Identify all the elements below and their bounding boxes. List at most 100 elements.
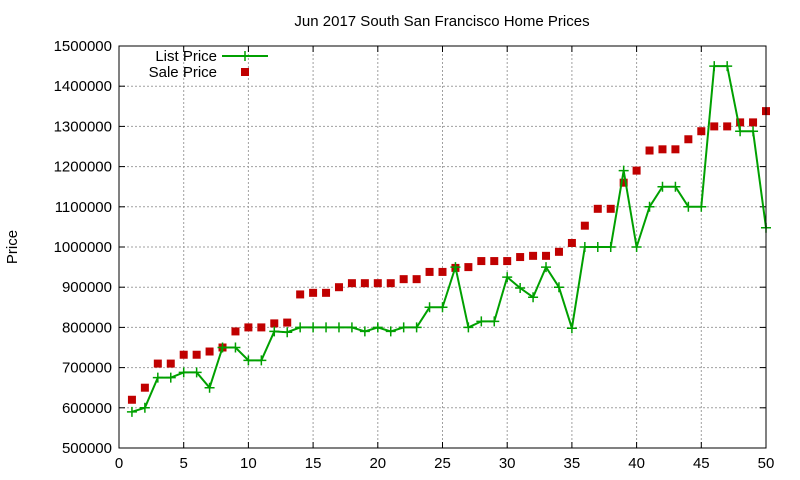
list-price-point bbox=[515, 283, 526, 294]
list-price-point bbox=[126, 406, 137, 417]
x-tick-label: 45 bbox=[693, 455, 710, 472]
y-tick-label: 1400000 bbox=[54, 78, 112, 95]
sale-price-point bbox=[309, 288, 318, 297]
list-price-point bbox=[165, 372, 176, 383]
sale-price-point bbox=[516, 253, 525, 262]
sale-price-point bbox=[179, 350, 188, 359]
list-price-point bbox=[553, 282, 564, 293]
list-price-point bbox=[541, 262, 552, 273]
x-tick-label: 0 bbox=[115, 455, 123, 472]
list-price-point bbox=[256, 355, 267, 366]
list-price-point bbox=[748, 126, 759, 137]
list-price-point bbox=[385, 326, 396, 337]
sale-price-point bbox=[710, 122, 719, 131]
sale-price-point bbox=[464, 263, 473, 272]
y-tick-label: 1100000 bbox=[55, 199, 112, 216]
list-price-series bbox=[126, 61, 771, 417]
list-price-point bbox=[437, 302, 448, 313]
sale-price-point bbox=[736, 118, 745, 127]
x-tick-label: 30 bbox=[499, 455, 516, 472]
sale-price-series bbox=[127, 107, 770, 404]
list-price-point bbox=[424, 302, 435, 313]
sale-price-point bbox=[425, 267, 434, 276]
x-axis-ticks: 0 5 10 15 20 25 30 35 40 45 50 bbox=[115, 46, 775, 472]
sale-price-point bbox=[399, 275, 408, 284]
list-price-point bbox=[398, 322, 409, 333]
sale-price-point bbox=[529, 251, 538, 260]
list-price-point bbox=[217, 342, 228, 353]
list-price-point bbox=[321, 322, 332, 333]
list-price-point bbox=[295, 322, 306, 333]
sale-price-point bbox=[231, 327, 240, 336]
y-tick-label: 500000 bbox=[62, 440, 112, 457]
x-tick-label: 35 bbox=[564, 455, 581, 472]
list-price-point bbox=[191, 367, 202, 378]
list-price-point bbox=[308, 322, 319, 333]
list-price-point bbox=[566, 323, 577, 334]
list-price-line bbox=[131, 65, 767, 413]
sale-price-point bbox=[593, 204, 602, 213]
y-tick-label: 1500000 bbox=[54, 38, 112, 55]
list-price-point bbox=[605, 242, 616, 252]
sale-price-point bbox=[580, 221, 589, 230]
y-axis-ticks: 500000 600000 700000 800000 900000 1000000 110… bbox=[54, 38, 766, 457]
list-price-point bbox=[269, 326, 280, 337]
list-price-point bbox=[139, 402, 150, 413]
list-price-point bbox=[528, 292, 539, 303]
sale-price-point bbox=[645, 146, 654, 155]
sale-price-point bbox=[386, 279, 395, 288]
x-tick-label: 40 bbox=[628, 455, 645, 472]
y-tick-label: 1000000 bbox=[54, 239, 112, 256]
list-price-point bbox=[683, 201, 694, 212]
list-price-point bbox=[359, 326, 370, 337]
list-price-point bbox=[476, 316, 487, 327]
sale-price-point bbox=[322, 288, 331, 297]
sale-price-point bbox=[334, 283, 343, 292]
sale-price-point bbox=[567, 238, 576, 247]
y-tick-label: 600000 bbox=[62, 400, 112, 417]
y-tick-label: 900000 bbox=[62, 279, 112, 296]
list-price-point bbox=[178, 367, 189, 378]
list-price-point bbox=[450, 262, 461, 273]
sale-price-point bbox=[684, 135, 693, 144]
sale-price-point bbox=[140, 383, 149, 392]
sale-price-point bbox=[632, 166, 641, 175]
legend-swatch-sale-price bbox=[241, 68, 249, 76]
sale-price-point bbox=[477, 257, 486, 266]
list-price-point bbox=[333, 322, 344, 333]
sale-price-point bbox=[244, 323, 253, 332]
list-price-point bbox=[152, 372, 163, 383]
x-tick-label: 20 bbox=[369, 455, 386, 472]
sale-price-point bbox=[606, 204, 615, 213]
list-price-point bbox=[644, 201, 655, 212]
list-price-point bbox=[372, 322, 383, 333]
sale-price-point bbox=[283, 318, 292, 327]
sale-price-point bbox=[438, 267, 447, 276]
list-price-point bbox=[204, 382, 215, 393]
sale-price-point bbox=[270, 319, 279, 328]
x-tick-label: 25 bbox=[434, 455, 451, 472]
plot-frame bbox=[118, 45, 767, 449]
y-tick-label: 800000 bbox=[62, 319, 112, 336]
list-price-point bbox=[502, 272, 513, 283]
sale-price-point bbox=[503, 257, 512, 266]
list-price-point bbox=[243, 355, 254, 366]
sale-price-point bbox=[360, 279, 369, 288]
y-tick-label: 1200000 bbox=[54, 159, 112, 176]
x-tick-label: 5 bbox=[180, 455, 188, 472]
list-price-point bbox=[735, 126, 746, 137]
sale-price-point bbox=[296, 290, 305, 299]
sale-price-point bbox=[257, 323, 266, 332]
x-tick-label: 50 bbox=[758, 455, 775, 472]
y-axis-label: Price bbox=[4, 230, 21, 264]
sale-price-point bbox=[153, 359, 162, 368]
sale-price-point bbox=[697, 127, 706, 136]
list-price-point bbox=[411, 322, 422, 333]
list-price-point bbox=[657, 181, 668, 192]
sale-price-point bbox=[412, 275, 421, 284]
sale-price-point bbox=[671, 145, 680, 154]
list-price-point bbox=[489, 316, 500, 327]
list-price-point bbox=[463, 322, 474, 333]
sale-price-point bbox=[554, 247, 563, 256]
sale-price-point bbox=[723, 122, 732, 131]
